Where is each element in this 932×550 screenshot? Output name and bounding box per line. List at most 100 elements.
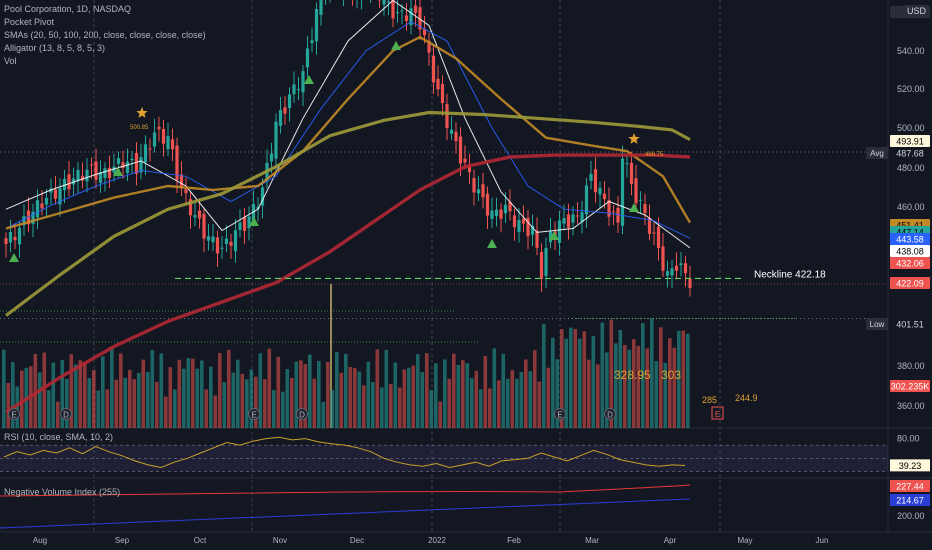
volume-bar: [407, 367, 411, 428]
candle-body: [242, 216, 247, 231]
price-label: [890, 318, 930, 330]
candle-body: [562, 218, 566, 224]
price-label-prefix: [866, 147, 888, 159]
price-label-prefix-text: Low: [870, 320, 885, 329]
candle-body: [481, 184, 485, 198]
candle-body: [418, 7, 422, 30]
vol-text-3: 285: [702, 395, 717, 405]
candle-body: [188, 198, 193, 216]
candle-body: [620, 158, 625, 226]
volume-bar: [182, 368, 186, 428]
candle-body: [629, 162, 634, 184]
candle-body: [184, 189, 188, 194]
volume-bar: [105, 389, 110, 428]
volume-bar: [362, 385, 366, 428]
volume-bar: [645, 348, 650, 428]
candle-body: [89, 164, 94, 166]
volume-bar: [546, 367, 551, 428]
price-tick: 360.00: [897, 401, 925, 411]
candle-body: [175, 145, 179, 180]
candle-body: [683, 263, 688, 274]
volume-bar: [560, 329, 564, 428]
volume-bar: [200, 360, 204, 428]
volume-bar: [141, 359, 146, 428]
legend-rsi: RSI (10, close, SMA, 10, 2): [4, 432, 114, 442]
candle-body: [71, 178, 76, 185]
pocket-pivot-icon: [113, 167, 123, 176]
candle-body: [224, 238, 229, 244]
volume-bar: [155, 381, 159, 428]
volume-bar: [60, 360, 65, 428]
volume-bar: [497, 380, 501, 428]
candle-body: [449, 129, 454, 134]
volume-bar: [510, 370, 515, 428]
event-marker[interactable]: [248, 408, 260, 420]
price-tick: 500.00: [897, 123, 925, 133]
candle-body: [557, 220, 562, 243]
volume-bar: [168, 367, 173, 428]
candle-body: [427, 40, 431, 53]
volume-bar: [276, 356, 281, 428]
volume-bar: [564, 338, 569, 428]
volume-bar: [2, 349, 6, 428]
candle-body: [130, 158, 134, 161]
candle-body: [472, 177, 476, 193]
event-marker[interactable]: [604, 408, 616, 420]
event-marker[interactable]: [296, 408, 308, 420]
price-label-text: 422.09: [896, 279, 924, 289]
candle-body: [463, 158, 467, 163]
volume-bar: [96, 390, 101, 428]
candle-body: [80, 175, 85, 181]
volume-bar: [573, 329, 578, 428]
candle-body: [616, 207, 620, 223]
volume-bar: [317, 360, 321, 428]
volume-bar: [672, 347, 677, 428]
candle-body: [413, 5, 418, 13]
candle-body: [58, 188, 62, 205]
volume-bar: [272, 390, 276, 428]
candle-body: [179, 174, 184, 189]
volume-bar: [501, 353, 506, 428]
volume-bar: [519, 371, 524, 428]
volume-bar: [641, 323, 645, 428]
volume-bar: [389, 383, 393, 428]
price-label: [890, 277, 930, 289]
volume-bar: [537, 381, 542, 428]
volume-bar: [366, 361, 371, 428]
volume-bar: [506, 378, 510, 428]
candle-body: [193, 215, 197, 218]
candle-body: [31, 211, 35, 224]
candle-body: [440, 83, 445, 104]
event-marker[interactable]: [8, 408, 20, 420]
event-marker[interactable]: [554, 408, 566, 420]
candle-body: [431, 55, 436, 83]
volume-bar: [681, 330, 686, 428]
candle-body: [134, 152, 139, 174]
volume-bar: [227, 349, 231, 428]
star-icon: [136, 107, 148, 118]
nvi-ma-line: [0, 498, 691, 529]
volume-bar: [654, 361, 659, 428]
currency-badge[interactable]: USD: [904, 5, 930, 17]
candle-body: [260, 187, 265, 206]
volume-bar: [600, 322, 605, 428]
pocket-pivot-icon: [9, 253, 19, 262]
volume-bar: [47, 390, 51, 428]
candle-body: [652, 232, 656, 234]
price-tick: 380.00: [897, 361, 925, 371]
candle-body: [215, 237, 220, 254]
time-tick: Sep: [115, 536, 130, 545]
future-earnings-marker[interactable]: [711, 406, 724, 420]
star-icon: [628, 133, 640, 144]
price-label-prefix-text: Avg: [870, 149, 884, 158]
volume-bar: [659, 327, 663, 428]
price-label: [890, 233, 930, 245]
candle-body: [485, 193, 490, 216]
volume-bar: [456, 365, 461, 428]
volume-bar: [33, 353, 38, 428]
time-tick: Nov: [273, 536, 287, 545]
volume-bar: [339, 372, 344, 428]
candle-body: [499, 209, 503, 219]
event-marker[interactable]: [60, 408, 72, 420]
